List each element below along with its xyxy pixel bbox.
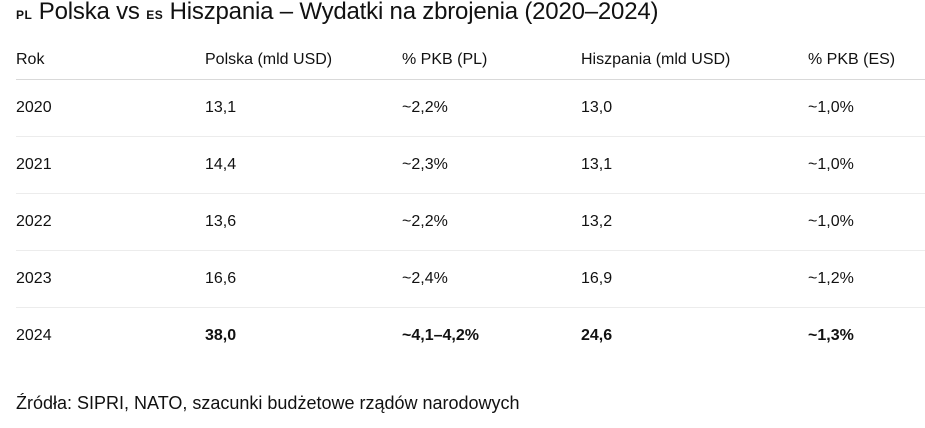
cell-year: 2023 [16, 270, 52, 287]
cell-spain-gdp: ~1,0% [808, 156, 854, 173]
cell-poland-usd: 14,4 [205, 156, 237, 173]
cell-poland-gdp: ~2,2% [402, 213, 448, 230]
page-title: PL Polska vs ES Hiszpania – Wydatki na z… [16, 0, 658, 26]
title-text-part2: Hiszpania – Wydatki na zbrojenia (2020–2… [163, 0, 659, 25]
cell-spain-gdp: ~1,2% [808, 270, 854, 287]
table-header-row: Rok Polska (mld USD) % PKB (PL) Hiszpani… [16, 40, 925, 80]
poland-flag-icon: PL [16, 4, 33, 23]
table-row: 2023 16,6 ~2,4% 16,9 ~1,2% [16, 251, 925, 308]
cell-poland-usd: 16,6 [205, 270, 237, 287]
cell-year: 2022 [16, 213, 52, 230]
cell-poland-gdp: ~2,4% [402, 270, 448, 287]
column-header-poland-usd: Polska (mld USD) [205, 51, 333, 68]
title-text-part1: Polska vs [32, 0, 147, 25]
cell-poland-usd: 38,0 [205, 327, 237, 344]
column-header-year: Rok [16, 51, 45, 68]
table-row: 2020 13,1 ~2,2% 13,0 ~1,0% [16, 80, 925, 137]
sources-note: Źródła: SIPRI, NATO, szacunki budżetowe … [16, 393, 520, 413]
cell-spain-gdp: ~1,3% [808, 327, 854, 344]
table-row-highlighted: 2024 38,0 ~4,1–4,2% 24,6 ~1,3% [16, 308, 925, 364]
column-header-spain-usd: Hiszpania (mld USD) [581, 51, 731, 68]
spain-flag-icon: ES [146, 4, 164, 23]
cell-spain-usd: 13,2 [581, 213, 613, 230]
cell-spain-usd: 13,1 [581, 156, 613, 173]
defense-spending-table: Rok Polska (mld USD) % PKB (PL) Hiszpani… [16, 40, 925, 364]
cell-year: 2020 [16, 99, 52, 116]
table-row: 2021 14,4 ~2,3% 13,1 ~1,0% [16, 137, 925, 194]
cell-spain-usd: 24,6 [581, 327, 613, 344]
cell-poland-usd: 13,6 [205, 213, 237, 230]
cell-spain-gdp: ~1,0% [808, 213, 854, 230]
cell-poland-usd: 13,1 [205, 99, 237, 116]
table-row: 2022 13,6 ~2,2% 13,2 ~1,0% [16, 194, 925, 251]
cell-spain-usd: 16,9 [581, 270, 613, 287]
column-header-poland-gdp: % PKB (PL) [402, 51, 488, 68]
cell-spain-gdp: ~1,0% [808, 99, 854, 116]
cell-poland-gdp: ~2,2% [402, 99, 448, 116]
cell-poland-gdp: ~2,3% [402, 156, 448, 173]
column-header-spain-gdp: % PKB (ES) [808, 51, 896, 68]
cell-year: 2024 [16, 327, 52, 344]
cell-spain-usd: 13,0 [581, 99, 613, 116]
cell-year: 2021 [16, 156, 52, 173]
cell-poland-gdp: ~4,1–4,2% [402, 327, 479, 344]
